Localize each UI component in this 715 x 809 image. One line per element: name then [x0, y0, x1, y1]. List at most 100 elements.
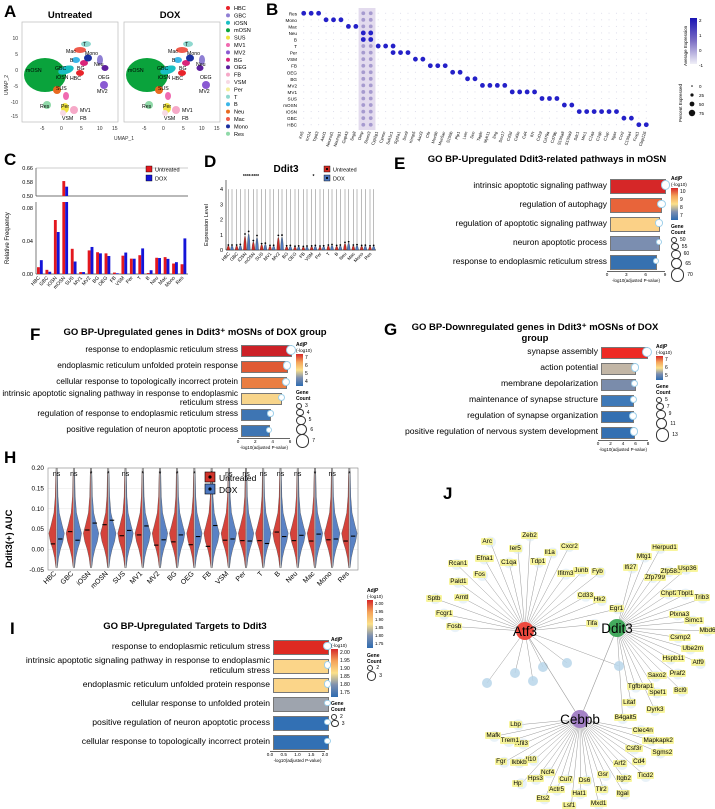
panel-i-letter: I — [10, 619, 15, 639]
panel-h-significance: ns — [294, 471, 302, 478]
go-term-label: action potential — [370, 363, 601, 373]
network-gene-label: Praf2 — [669, 670, 686, 677]
svg-text:Res: Res — [40, 104, 50, 110]
umap-legend-dot — [226, 117, 230, 121]
gene-count-tick: 4 — [307, 410, 310, 416]
umap-legend-dot — [226, 6, 230, 10]
dotplot-gene-label: Il7r — [529, 130, 536, 138]
go-term-gene-count-dot — [630, 427, 638, 435]
go-term-label: intrinsic apoptotic signaling pathway in… — [0, 656, 273, 675]
panel-h-xtick: MV1 — [129, 570, 144, 585]
network-gene-label: Ier5 — [509, 545, 522, 552]
network-gene-label: Arntl — [454, 594, 469, 601]
go-term-gene-count-dot — [631, 380, 639, 388]
svg-text:15: 15 — [214, 126, 220, 132]
network-adjp-tick: 2.00 — [375, 600, 383, 608]
panel-h-ytick: 0.20 — [32, 465, 45, 472]
panel-h-ytick: 0.15 — [32, 485, 45, 492]
svg-text:0: 0 — [15, 68, 18, 74]
dotplot-row-label: OEG — [287, 70, 298, 75]
go-term-gene-count-dot — [631, 363, 639, 371]
dotplot-gene-label: Eng — [491, 130, 498, 139]
dotplot-row-label: GBC — [287, 116, 298, 121]
svg-text:SUS: SUS — [158, 86, 169, 92]
umap-legend-dot — [226, 58, 230, 62]
panel-d-letter: D — [204, 152, 216, 172]
go-axis-label: -log10(adjusted P-value) — [607, 278, 665, 283]
svg-text:15: 15 — [112, 126, 118, 132]
dotplot-row-label: MV1 — [288, 90, 298, 95]
svg-text:3: 3 — [220, 202, 223, 208]
svg-text:4: 4 — [220, 187, 223, 193]
network-adjp-tick: 1.85 — [375, 624, 383, 632]
gene-count-tick: 7 — [312, 438, 315, 444]
network-gene-label: Fyb — [591, 568, 604, 575]
network-gene-label: Bcl9 — [673, 687, 687, 694]
go-term-gene-count-dot — [267, 410, 273, 416]
go-axis-tick: 4 — [265, 439, 281, 444]
panel-d-legend-label: Untreated — [333, 168, 357, 174]
panel-h-significance: ns — [122, 471, 130, 478]
dotplot-row-label: Mac — [288, 24, 297, 29]
gene-count-tick: 60 — [684, 251, 690, 257]
gene-count-tick: 6 — [310, 427, 313, 433]
svg-text:OEG: OEG — [200, 75, 212, 81]
umap-legend-label: MV2 — [234, 50, 246, 56]
gene-count-tick: 5 — [665, 397, 668, 403]
panel-h-significance: ns — [328, 471, 336, 478]
network-gene-label: B4galt5 — [614, 714, 638, 721]
network-gene-label: Lsf1 — [562, 802, 576, 809]
panel-g: G GO BP-Downregulated genes in Ddit3⁺ mO… — [370, 318, 715, 446]
network-gene-label: Tifa — [586, 620, 598, 627]
umap-legend-dot — [226, 28, 230, 32]
network-gene-label: Lbp — [509, 721, 522, 728]
svg-text:OEG: OEG — [98, 75, 110, 81]
network-genecount-dot — [367, 671, 376, 680]
gene-count-tick: 5 — [309, 417, 312, 423]
network-gene-label: Il1a — [544, 549, 556, 556]
go-term-bar — [610, 198, 662, 213]
adjp-tick: 1.75 — [340, 689, 350, 697]
umap-legend-label: T — [234, 95, 238, 101]
umap-legend-dot — [226, 73, 230, 77]
network-gene-label: Dyrk3 — [646, 706, 665, 713]
svg-text:B: B — [70, 58, 74, 64]
network-gene-label: Pald1 — [449, 578, 467, 585]
adjp-tick: 1.80 — [340, 681, 350, 689]
panel-h-significance: * — [176, 471, 179, 478]
gene-count-tick: 55 — [682, 244, 688, 250]
go-term-label: positive regulation of neuron apoptotic … — [0, 718, 273, 728]
go-term-gene-count-dot — [283, 361, 292, 370]
svg-text:-10: -10 — [11, 100, 18, 106]
svg-text:VSM: VSM — [62, 116, 73, 122]
network-colorbar — [367, 600, 373, 648]
gene-count-tick: 3 — [342, 721, 345, 727]
umap-legend-label: FB — [234, 73, 241, 79]
svg-text:Mac: Mac — [168, 49, 178, 55]
panel-h-significance: ns — [70, 471, 78, 478]
network-gene-label: Ets2 — [536, 795, 551, 802]
network-gene-label: Arf2 — [613, 760, 627, 767]
network-gene-label: Hk2 — [593, 596, 606, 603]
go-term-gene-count-dot — [656, 239, 663, 246]
panel-c-xtick: T — [137, 275, 144, 281]
panel-h-xtick: Res — [337, 570, 351, 584]
svg-text:iOSN: iOSN — [158, 75, 171, 81]
gene-count-dot — [296, 403, 302, 409]
svg-text:B: B — [172, 58, 176, 64]
gene-count-tick: 7 — [667, 404, 670, 410]
network-gene-label: Usp36 — [677, 565, 697, 572]
panel-d-xtick: Neu — [338, 251, 348, 261]
svg-text:1: 1 — [220, 233, 223, 239]
go-term-gene-count-dot — [642, 347, 652, 357]
svg-text:0.66: 0.66 — [22, 166, 33, 172]
dotplot-gene-label: Myh11 — [482, 130, 491, 144]
adjp-tick: 7 — [680, 212, 686, 220]
umap-legend-label: GBC — [234, 13, 246, 19]
adjp-tick: 1.90 — [340, 665, 350, 673]
panel-h-xtick: mOSN — [90, 570, 110, 590]
panel-h-xtick: BG — [166, 570, 178, 582]
panel-h-legend-label: DOX — [219, 485, 238, 495]
network-gene-label: Mafk — [485, 732, 501, 739]
